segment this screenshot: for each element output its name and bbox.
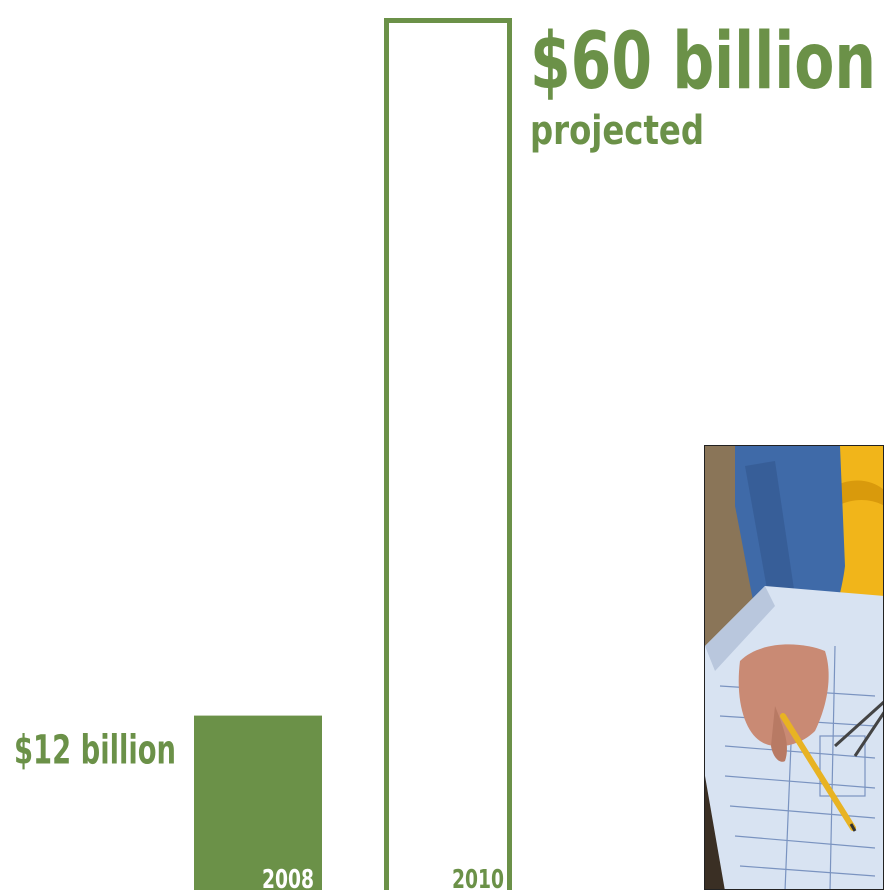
value-label-2008: $12 billion xyxy=(14,728,176,774)
value-label-2010: $60 billion xyxy=(530,17,876,107)
construction-photo xyxy=(704,445,884,890)
bar-2010 xyxy=(384,18,512,890)
bar-2008 xyxy=(194,715,322,890)
category-label-2008: 2008 xyxy=(262,865,314,890)
category-label-2010: 2010 xyxy=(452,865,504,890)
value-sublabel-2010: projected xyxy=(530,108,704,154)
blueprint-worker-image xyxy=(705,446,883,889)
